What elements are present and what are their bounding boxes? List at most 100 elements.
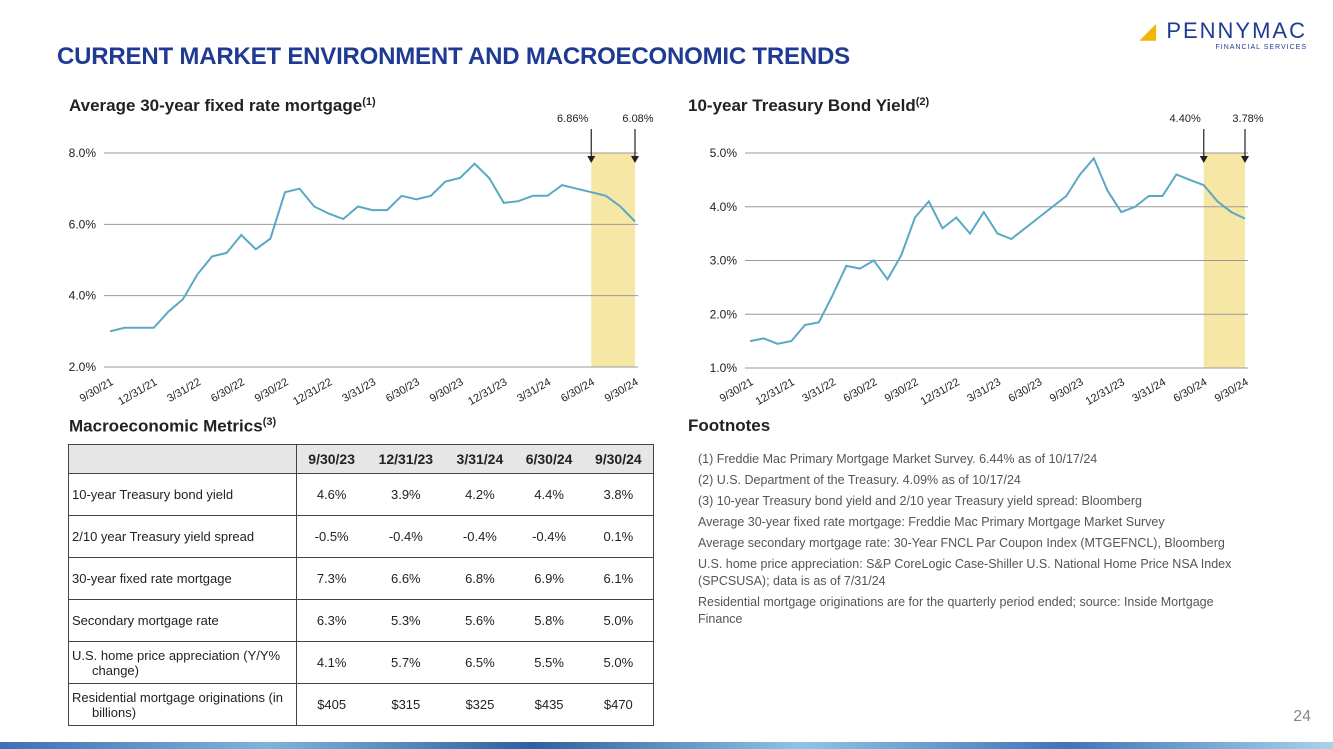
annotation: 4.40% [1170,113,1201,125]
row-label: 10-year Treasury bond yield [68,473,297,516]
table-row: U.S. home price appreciation (Y/Y% chang… [68,641,654,684]
logo-text: PENNYMAC [1166,18,1307,43]
x-tick-label: 6/30/23 [384,376,422,405]
header-cell: 9/30/24 [583,444,654,474]
y-tick-label: 5.0% [710,146,738,160]
footnote: Average 30-year fixed rate mortgage: Fre… [698,515,1165,529]
y-tick-label: 1.0% [710,361,738,375]
header-row: 9/30/23 12/31/23 3/31/24 6/30/24 9/30/24 [68,444,654,474]
table-cell: 7.3% [296,557,367,600]
metrics-table: 9/30/23 12/31/23 3/31/24 6/30/24 9/30/24 10-y… [68,444,654,726]
x-tick-label: 3/31/24 [515,376,553,405]
chart-title: Average 30-year fixed rate mortgage(1) [69,96,376,115]
x-tick-label: 12/31/22 [291,376,334,408]
x-tick-label: 3/31/22 [165,376,203,405]
table-cell: 5.0% [583,599,654,642]
footnote: (2) U.S. Department of the Treasury. 4.0… [698,473,1021,487]
x-tick-label: 9/30/21 [78,376,116,405]
header-cell: 6/30/24 [514,444,584,474]
x-tick-label: 3/31/23 [340,376,378,405]
table-cell: 6.1% [583,557,654,600]
table-cell: 3.8% [583,473,654,516]
row-label: Secondary mortgage rate [68,599,297,642]
logo-name: ◢ PENNYMAC [1139,18,1307,43]
table-cell: $315 [366,683,446,726]
slide-title: CURRENT MARKET ENVIRONMENT AND MACROECON… [57,43,850,70]
footnote: Average secondary mortgage rate: 30-Year… [698,536,1225,550]
table-row: 2/10 year Treasury yield spread -0.5% -0.4… [68,515,654,558]
arrow-head [631,156,639,163]
x-tick-label: 9/30/23 [1048,376,1086,405]
table-cell: -0.4% [514,515,584,558]
table-cell: 5.3% [366,599,446,642]
arrow-head [1199,156,1208,163]
arrow-head [1241,156,1249,163]
y-tick-label: 4.0% [69,289,97,303]
table-row: Secondary mortgage rate 6.3% 5.3% 5.6% 5.8% 5… [68,599,654,642]
highlight [591,153,635,367]
page-number: 24 [1293,708,1311,725]
chart-title-note: (2) [916,96,930,108]
table-cell: 6.8% [445,557,515,600]
table-title: Macroeconomic Metrics(3) [69,416,276,437]
arrow-head [587,156,596,163]
table-row: 10-year Treasury bond yield 4.6% 3.9% 4.2% 4… [68,473,654,516]
x-tick-label: 9/30/22 [883,376,921,405]
footnotes: (1) Freddie Mac Primary Mortgage Market … [698,451,1243,632]
row-label: U.S. home price appreciation (Y/Y% chang… [68,641,297,684]
y-tick-label: 2.0% [69,360,97,374]
chart-title-text: 10-year Treasury Bond Yield [688,96,916,115]
y-tick-label: 2.0% [710,307,738,321]
x-tick-label: 12/31/21 [754,376,797,408]
x-tick-label: 3/31/24 [1130,376,1168,405]
chart-title-note: (1) [362,96,376,108]
row-label: Residential mortgage originations (in bi… [68,683,297,726]
annotation: 3.78% [1232,113,1263,125]
table-cell: 4.6% [296,473,367,516]
table-cell: -0.4% [445,515,515,558]
row-label: 2/10 year Treasury yield spread [68,515,297,558]
y-tick-label: 3.0% [710,254,738,268]
table-cell: 6.6% [366,557,446,600]
y-tick-label: 4.0% [710,200,738,214]
footnote: (3) 10-year Treasury bond yield and 2/10… [698,494,1142,508]
footnote: Residential mortgage originations are fo… [698,595,1214,626]
chart-title-text: Average 30-year fixed rate mortgage [69,96,362,115]
x-tick-label: 9/30/24 [603,376,641,405]
x-tick-label: 3/31/22 [800,376,838,405]
x-tick-label: 3/31/23 [965,376,1003,405]
table-cell: 6.3% [296,599,367,642]
table-cell: $470 [583,683,654,726]
chart-title: 10-year Treasury Bond Yield(2) [688,96,929,115]
logo-sub: FINANCIAL SERVICES [1215,44,1307,51]
footer-stripe [0,742,1333,749]
x-tick-label: 12/31/23 [466,376,509,408]
charts: Average 30-year fixed rate mortgage(1) 2.… [69,96,1264,408]
table-cell: 5.5% [514,641,584,684]
x-tick-label: 9/30/22 [253,376,291,405]
row-label: 30-year fixed rate mortgage [68,557,297,600]
table-cell: 5.7% [366,641,446,684]
x-tick-label: 9/30/24 [1213,376,1251,405]
table-cell: 5.0% [583,641,654,684]
table-cell: -0.5% [296,515,367,558]
table-cell: -0.4% [366,515,446,558]
table-title-text: Macroeconomic Metrics [69,416,263,436]
footnote: U.S. home price appreciation: S&P CoreLo… [698,557,1232,588]
annotation: 6.86% [557,113,588,125]
x-tick-label: 6/30/22 [209,376,247,405]
annotation: 6.08% [622,113,653,125]
x-tick-label: 6/30/24 [1171,376,1209,405]
table-cell: 5.8% [514,599,584,642]
y-tick-label: 6.0% [69,217,97,231]
header-cell: 9/30/23 [296,444,367,474]
table-cell: 0.1% [583,515,654,558]
logo: ◢ PENNYMAC FINANCIAL SERVICES [1139,18,1307,51]
line [749,156,1246,345]
table-cell: $435 [514,683,584,726]
header-cell [68,444,297,474]
line [109,162,636,333]
table-cell: 6.9% [514,557,584,600]
table-row: Residential mortgage originations (in bi… [68,683,654,726]
